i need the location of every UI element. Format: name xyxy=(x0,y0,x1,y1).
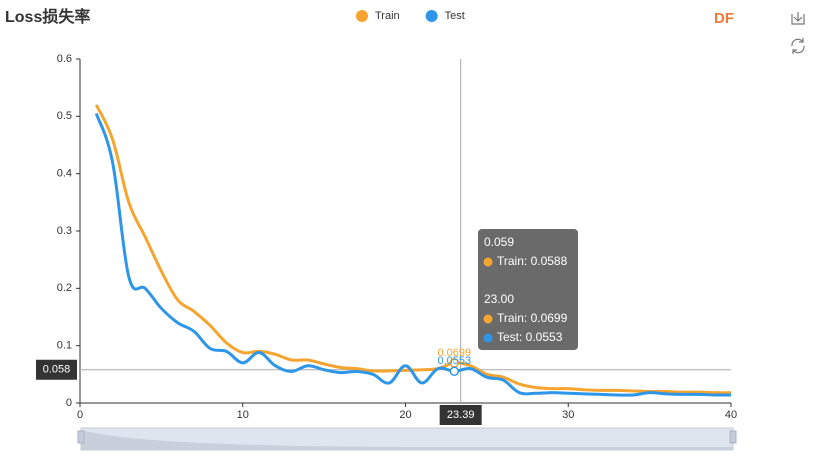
y-tick-label: 0.4 xyxy=(57,168,72,180)
restore-icon[interactable] xyxy=(791,38,805,54)
point-label: 0.0553 xyxy=(437,355,471,367)
tooltip: 0.059 Train: 0.0588 23.00 Train: 0.0699 Test… xyxy=(478,229,578,350)
x-tick-label: 10 xyxy=(237,409,249,421)
y-tick-label: 0.2 xyxy=(57,282,72,294)
x-tick-label: 0 xyxy=(77,409,83,421)
x-tick-label: 30 xyxy=(562,409,574,421)
legend-marker xyxy=(425,10,438,22)
zoom-shadow xyxy=(81,430,733,450)
tooltip-marker xyxy=(483,333,493,343)
x-tick-label: 20 xyxy=(399,409,411,421)
x-tick-label: 40 xyxy=(725,409,737,421)
tooltip-title: 0.059 xyxy=(484,235,514,249)
tooltip-item: Train: 0.0699 xyxy=(497,311,568,325)
tooltip-marker xyxy=(483,314,493,324)
point-label: 0.0699 xyxy=(437,347,471,359)
legend-label: Train xyxy=(375,10,400,22)
series-line xyxy=(94,112,732,397)
axis-pointer-y-label: 0.058 xyxy=(43,364,71,376)
tooltip-marker xyxy=(483,257,493,267)
tooltip-title: 23.00 xyxy=(484,292,514,306)
y-tick-label: 0 xyxy=(66,397,72,409)
toolbox[interactable] xyxy=(791,12,805,54)
chart-title: Loss损失率 xyxy=(5,7,90,26)
label-box xyxy=(36,359,77,380)
y-tick-label: 0.5 xyxy=(57,110,72,122)
legend-marker xyxy=(356,10,368,22)
tooltip-box xyxy=(478,229,578,350)
zoom-handle[interactable] xyxy=(77,430,85,444)
y-tick-label: 0.1 xyxy=(57,340,72,352)
y-tick-label: 0.6 xyxy=(57,53,72,65)
label-box xyxy=(439,405,482,425)
logo: DF xyxy=(714,10,734,27)
axis-pointer-label: 23.39 xyxy=(439,405,482,425)
tooltip-item: Train: 0.0588 xyxy=(497,254,568,268)
axis-pointer-x-label: 23.39 xyxy=(447,409,475,421)
save-icon[interactable] xyxy=(791,12,805,25)
highlight-point xyxy=(449,366,460,377)
zoom-handle[interactable] xyxy=(729,430,737,444)
tooltip-item: Test: 0.0553 xyxy=(497,330,563,344)
y-tick-label: 0.3 xyxy=(57,225,72,237)
data-zoom[interactable] xyxy=(77,427,737,451)
legend-label: Test xyxy=(445,10,465,22)
axis-pointer-label: 0.058 xyxy=(36,359,77,380)
series-line xyxy=(94,104,732,395)
